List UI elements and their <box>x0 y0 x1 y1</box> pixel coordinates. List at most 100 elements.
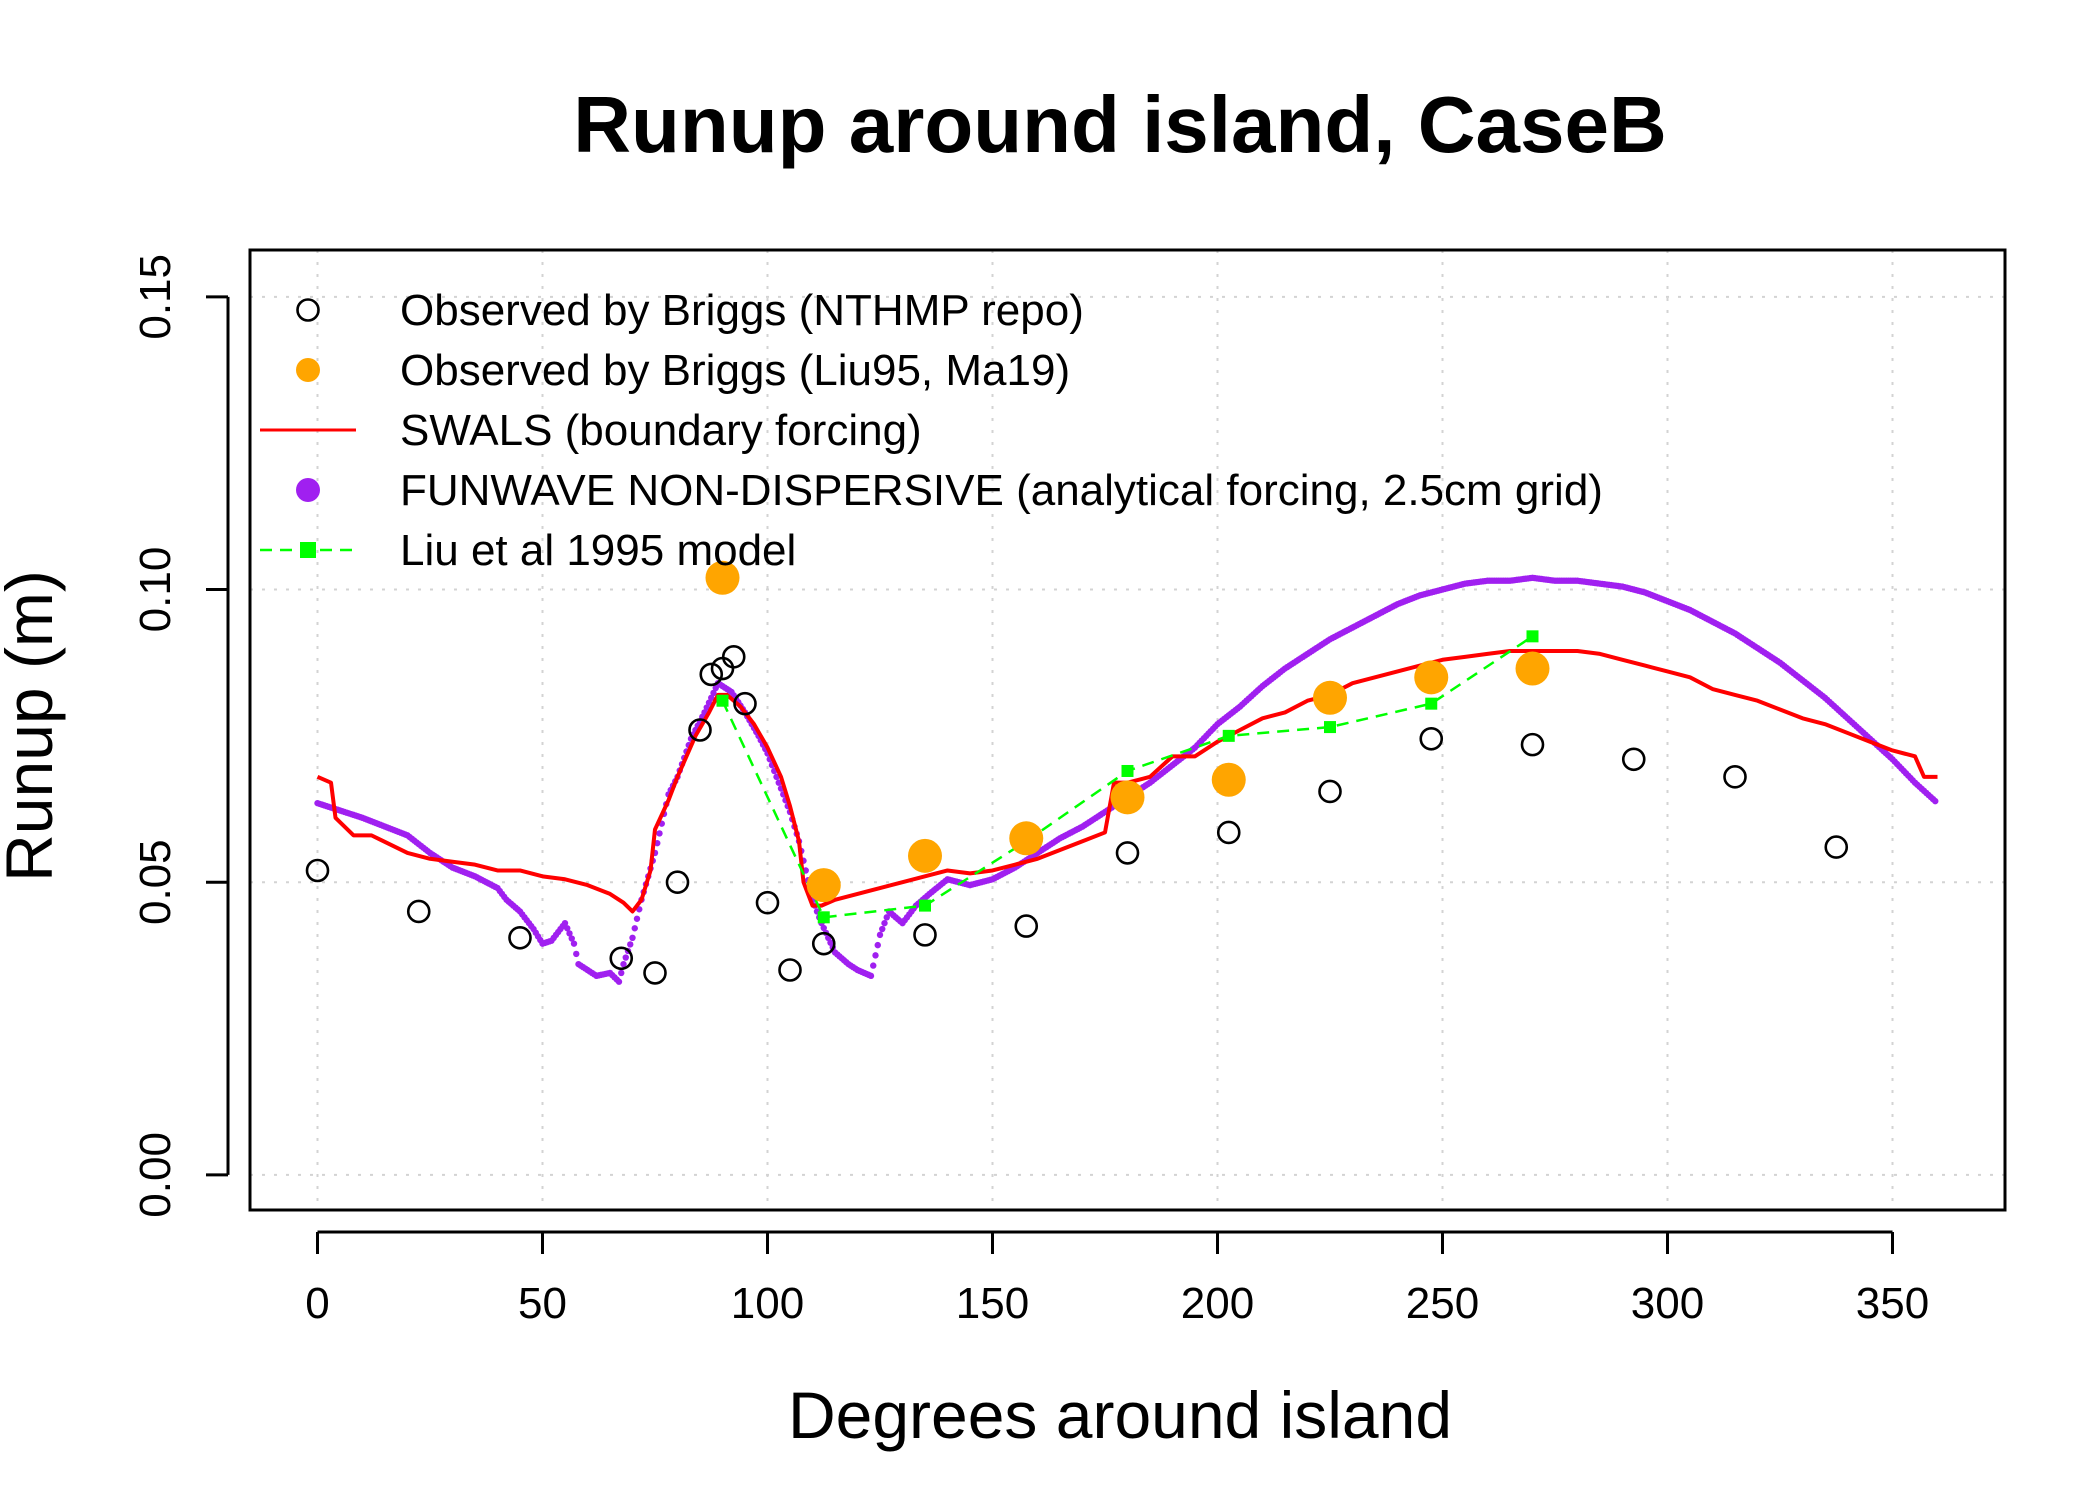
liu1995-point <box>716 694 729 707</box>
funwave-point <box>872 952 879 959</box>
funwave-point <box>570 940 578 947</box>
series-observed-liu95 <box>705 560 1550 903</box>
legend-item: SWALS (boundary forcing) <box>260 406 922 455</box>
observed-nthmp-point <box>305 858 330 883</box>
y-tick-label: 0.15 <box>131 254 180 340</box>
grid-lines <box>250 250 2005 1210</box>
x-tick-label: 300 <box>1631 1279 1704 1328</box>
funwave-point <box>710 689 717 697</box>
funwave-point <box>615 978 623 985</box>
funwave-point <box>876 931 884 939</box>
observed-nthmp-point <box>609 946 634 971</box>
funwave-point <box>874 941 881 949</box>
observed-liu95-point <box>1211 762 1246 797</box>
legend-symbol-green-square <box>300 542 316 558</box>
y-axis-label: Runup (m) <box>0 570 66 882</box>
liu1995-point <box>1526 630 1539 643</box>
series-observed-nthmp <box>305 645 1849 985</box>
funwave-point <box>883 914 890 921</box>
observed-liu95-point <box>908 838 942 873</box>
funwave-point <box>820 924 827 932</box>
observed-liu95-point <box>1110 780 1145 815</box>
liu1995-point <box>817 911 830 924</box>
funwave-point <box>566 930 573 937</box>
legend-label: Observed by Briggs (NTHMP repo) <box>400 286 1084 335</box>
legend-item: Liu et al 1995 model <box>260 526 796 575</box>
funwave-point <box>867 972 875 980</box>
funwave-point <box>629 934 636 942</box>
y-tick-label: 0.05 <box>131 839 180 925</box>
legend-item: Observed by Briggs (Liu95, Ma19) <box>296 346 1070 395</box>
legend: Observed by Briggs (NTHMP repo) Observed … <box>260 286 1603 575</box>
funwave-point <box>568 935 575 942</box>
funwave-point <box>573 950 580 958</box>
funwave-point <box>879 925 886 933</box>
observed-liu95-point <box>1313 680 1347 715</box>
liu1995-point <box>1425 697 1438 710</box>
observed-liu95-point <box>1414 660 1449 695</box>
x-tick-label: 250 <box>1406 1279 1479 1328</box>
observed-nthmp-point <box>755 890 780 915</box>
liu1995-point <box>1121 764 1134 777</box>
funwave-point <box>633 915 641 922</box>
legend-label: Observed by Briggs (Liu95, Ma19) <box>400 346 1070 395</box>
funwave-point <box>708 694 715 702</box>
plot-frame <box>248 248 2007 1212</box>
liu1995-point <box>919 899 931 912</box>
axes: 0 50 100 150 200 250 300 350 0.00 0.05 0.10 0.15 <box>131 254 1929 1328</box>
x-tick-label: 150 <box>956 1279 1029 1328</box>
funwave-point <box>705 699 713 706</box>
liu1995-point <box>1222 729 1235 742</box>
observed-nthmp-point <box>688 718 712 742</box>
funwave-point <box>561 919 569 927</box>
observed-nthmp-point <box>665 870 690 894</box>
observed-nthmp-point <box>699 662 724 687</box>
x-tick-label: 200 <box>1181 1279 1254 1328</box>
x-tick-label: 50 <box>518 1279 567 1328</box>
funwave-point <box>627 941 634 948</box>
legend-label: SWALS (boundary forcing) <box>400 406 922 455</box>
observed-liu95-point <box>1515 651 1550 686</box>
x-tick-label: 0 <box>305 1279 329 1328</box>
funwave-point <box>631 925 638 932</box>
legend-label: FUNWAVE NON-DISPERSIVE (analytical forci… <box>400 466 1603 515</box>
funwave-point <box>618 969 625 977</box>
chart-title: Runup around island, CaseB <box>573 80 1666 169</box>
observed-liu95-point <box>1009 821 1044 856</box>
observed-nthmp-point <box>643 961 667 985</box>
observed-nthmp-point <box>1115 841 1140 865</box>
plot-series <box>305 560 1939 985</box>
funwave-point <box>881 919 888 927</box>
funwave-point <box>712 684 719 692</box>
observed-nthmp-point <box>778 958 802 982</box>
observed-nthmp-point <box>508 926 532 950</box>
funwave-point <box>1932 797 1939 805</box>
observed-nthmp-point <box>1216 820 1241 845</box>
observed-nthmp-point <box>406 899 431 924</box>
observed-nthmp-point <box>1520 732 1545 757</box>
funwave-point <box>656 830 663 837</box>
observed-nthmp-point <box>1723 765 1747 789</box>
legend-symbol-open-circle <box>296 298 320 322</box>
observed-nthmp-point <box>1014 914 1039 938</box>
observed-nthmp-point <box>913 923 937 947</box>
funwave-point <box>703 704 710 711</box>
legend-symbol-purple-dot <box>296 478 320 502</box>
funwave-point <box>622 954 629 961</box>
observed-nthmp-point <box>1318 779 1342 804</box>
y-tick-label: 0.00 <box>131 1132 180 1218</box>
legend-symbol-orange-circle <box>296 358 320 382</box>
legend-item: Observed by Briggs (NTHMP repo) <box>296 286 1084 335</box>
observed-liu95-point <box>806 868 841 903</box>
observed-nthmp-point <box>811 931 836 956</box>
legend-item: FUNWAVE NON-DISPERSIVE (analytical forci… <box>296 466 1603 515</box>
series-funwave <box>314 574 1939 985</box>
x-axis-label: Degrees around island <box>788 1378 1452 1452</box>
observed-nthmp-point <box>1419 726 1444 751</box>
funwave-point <box>870 962 877 969</box>
observed-liu95-point <box>705 560 740 595</box>
liu1995-point <box>1324 721 1336 734</box>
funwave-point <box>827 939 834 946</box>
